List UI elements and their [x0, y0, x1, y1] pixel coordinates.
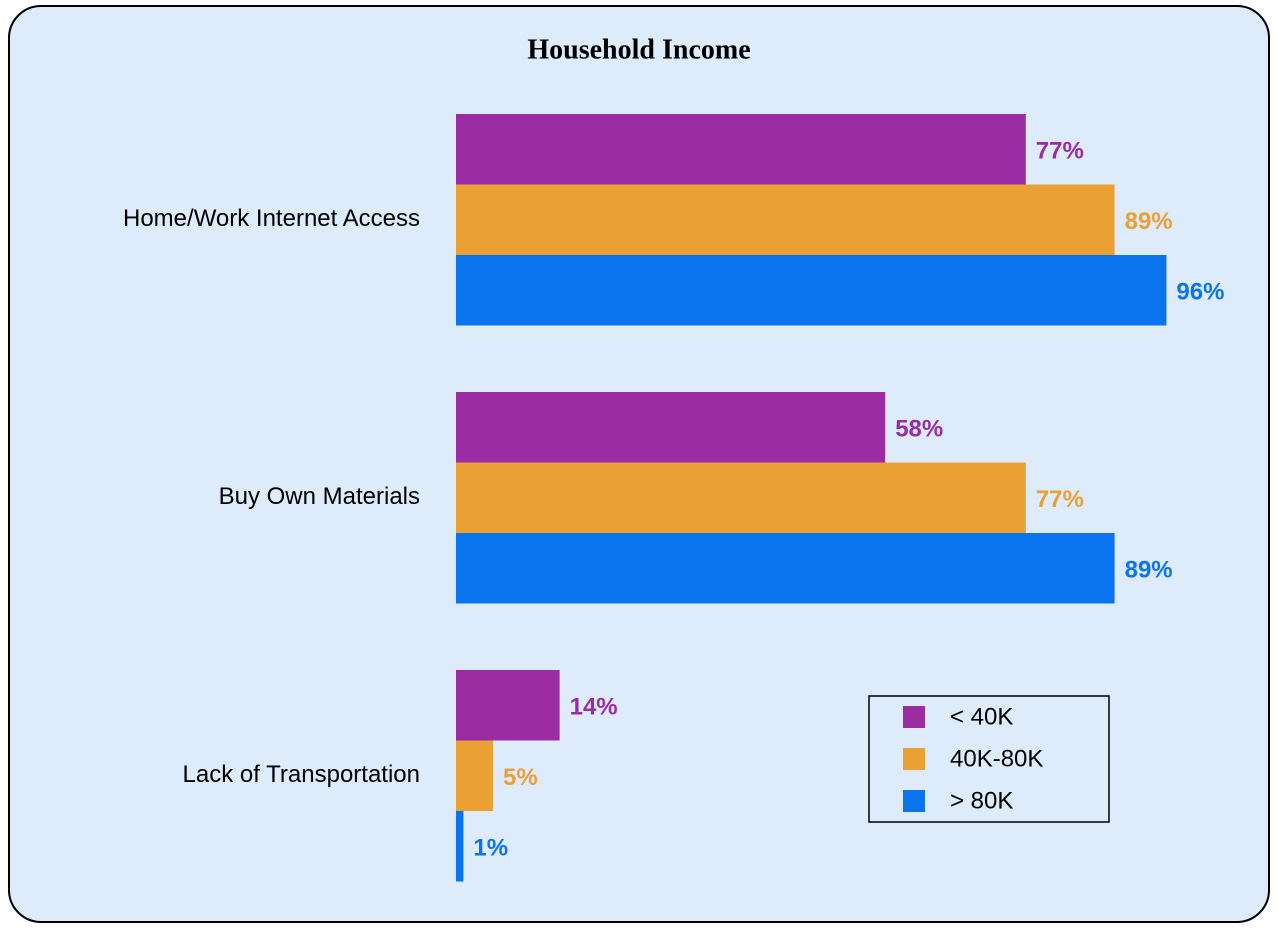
value-label: 77%	[1036, 486, 1084, 513]
bar	[456, 255, 1167, 326]
chart-title: Household Income	[527, 34, 750, 65]
category-label: Lack of Transportation	[183, 761, 420, 788]
value-label: 5%	[503, 764, 538, 791]
value-label: 89%	[1125, 208, 1173, 235]
legend-swatch	[903, 748, 925, 770]
legend-swatch	[903, 790, 925, 812]
value-label: 89%	[1125, 557, 1173, 584]
bar	[456, 462, 1026, 533]
value-label: 14%	[570, 694, 618, 721]
bar	[456, 740, 493, 811]
value-label: 77%	[1036, 138, 1084, 165]
legend-box	[868, 695, 1110, 823]
value-label: 96%	[1176, 279, 1224, 306]
bar	[456, 392, 886, 463]
value-label: 58%	[895, 416, 943, 443]
value-label: 1%	[473, 835, 508, 862]
legend-label: 40K-80K	[950, 745, 1043, 772]
bar	[456, 811, 464, 882]
bar	[456, 114, 1026, 185]
legend-label: > 80K	[950, 787, 1013, 814]
bar	[456, 533, 1115, 604]
legend-swatch	[903, 706, 925, 728]
legend-label: < 40K	[950, 703, 1013, 730]
bar	[456, 184, 1115, 255]
category-label: Home/Work Internet Access	[123, 205, 420, 232]
bar	[456, 670, 560, 741]
category-label: Buy Own Materials	[219, 483, 420, 510]
